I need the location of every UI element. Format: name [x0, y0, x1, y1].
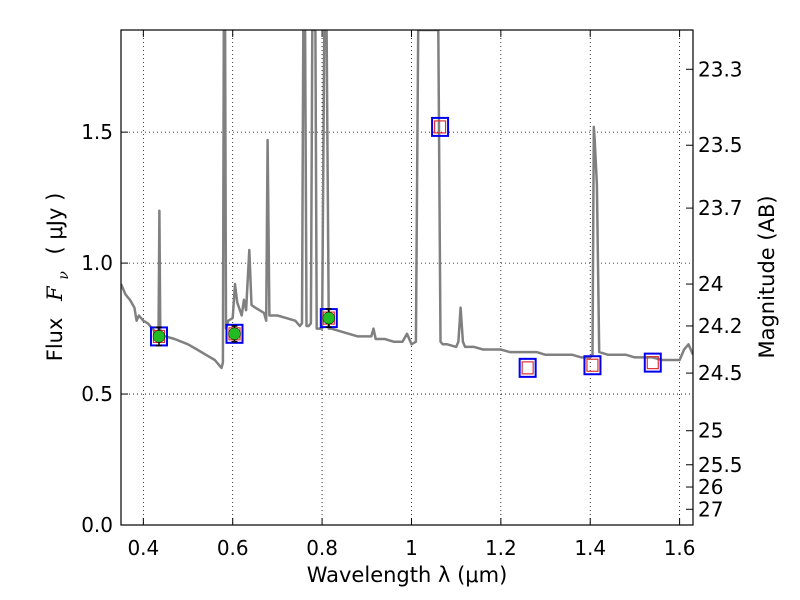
y2-tick-label: 26 [698, 475, 723, 499]
model-photometry-marker [643, 352, 662, 373]
x-tick-label: 0.6 [217, 536, 249, 560]
model-photometry-inner [646, 356, 659, 370]
model-photometry-inner [521, 361, 534, 375]
y-tick-label: 0.5 [81, 382, 113, 406]
y2-tick-label: 24.2 [698, 314, 743, 338]
y2-axis-label: Magnitude (AB) [755, 195, 779, 358]
y-label-subscript: ν [56, 271, 72, 280]
x-tick-label: 1.6 [664, 536, 696, 560]
svg-text:Flux F ν ( μ: Flux F ν ( μJy ) [43, 193, 73, 362]
detected-photometry-point [228, 327, 241, 341]
y-label-symbol: F [43, 285, 67, 302]
spectrum-layer [121, 30, 693, 370]
model-photometry-marker [583, 355, 602, 376]
photometry-layer [149, 116, 662, 378]
detected-photometry-point [152, 330, 166, 343]
y2-tick-label: 24 [698, 272, 723, 296]
x-tick-label: 0.8 [306, 536, 338, 560]
plot-frame [120, 29, 694, 526]
y-label-unit: ( μJy ) [43, 193, 67, 255]
y2-tick-label: 24.5 [698, 361, 743, 385]
x-axis-label: Wavelength λ (μm) [307, 563, 508, 587]
y-label-flux: Flux [43, 318, 67, 362]
y2-tick-label: 23.7 [698, 196, 743, 220]
y2-tick-label: 25 [698, 419, 723, 443]
y2-tick-label: 23.3 [698, 57, 743, 81]
x-tick-label: 1.2 [485, 536, 517, 560]
x-tick-label: 0.4 [127, 536, 159, 560]
y2-tick-label: 23.5 [698, 133, 743, 157]
model-photometry-inner [586, 358, 599, 372]
detected-photometry-point [322, 311, 336, 325]
y2-tick-label: 27 [698, 497, 723, 521]
y2-tick-label: 25.5 [698, 453, 743, 477]
x-tick-label: 1 [405, 536, 418, 560]
spectrum-line [121, 30, 693, 370]
y-tick-label: 1.5 [81, 120, 113, 144]
x-tick-label: 1.4 [574, 536, 606, 560]
model-photometry-marker [518, 357, 537, 378]
model-photometry-marker [225, 323, 244, 344]
model-photometry-inner [433, 120, 447, 134]
y-tick-label: 0.0 [81, 513, 113, 537]
model-photometry-marker [431, 116, 450, 137]
y-axis-label: Flux F ν ( μJy ) [43, 193, 73, 362]
y-tick-label: 1.0 [81, 251, 113, 275]
axis-ticks: 0.4 0.6 0.8 1 1.2 1.4 1.6 0.0 0.5 1.0 1.5 23.3 23.5 2… [81, 30, 743, 560]
